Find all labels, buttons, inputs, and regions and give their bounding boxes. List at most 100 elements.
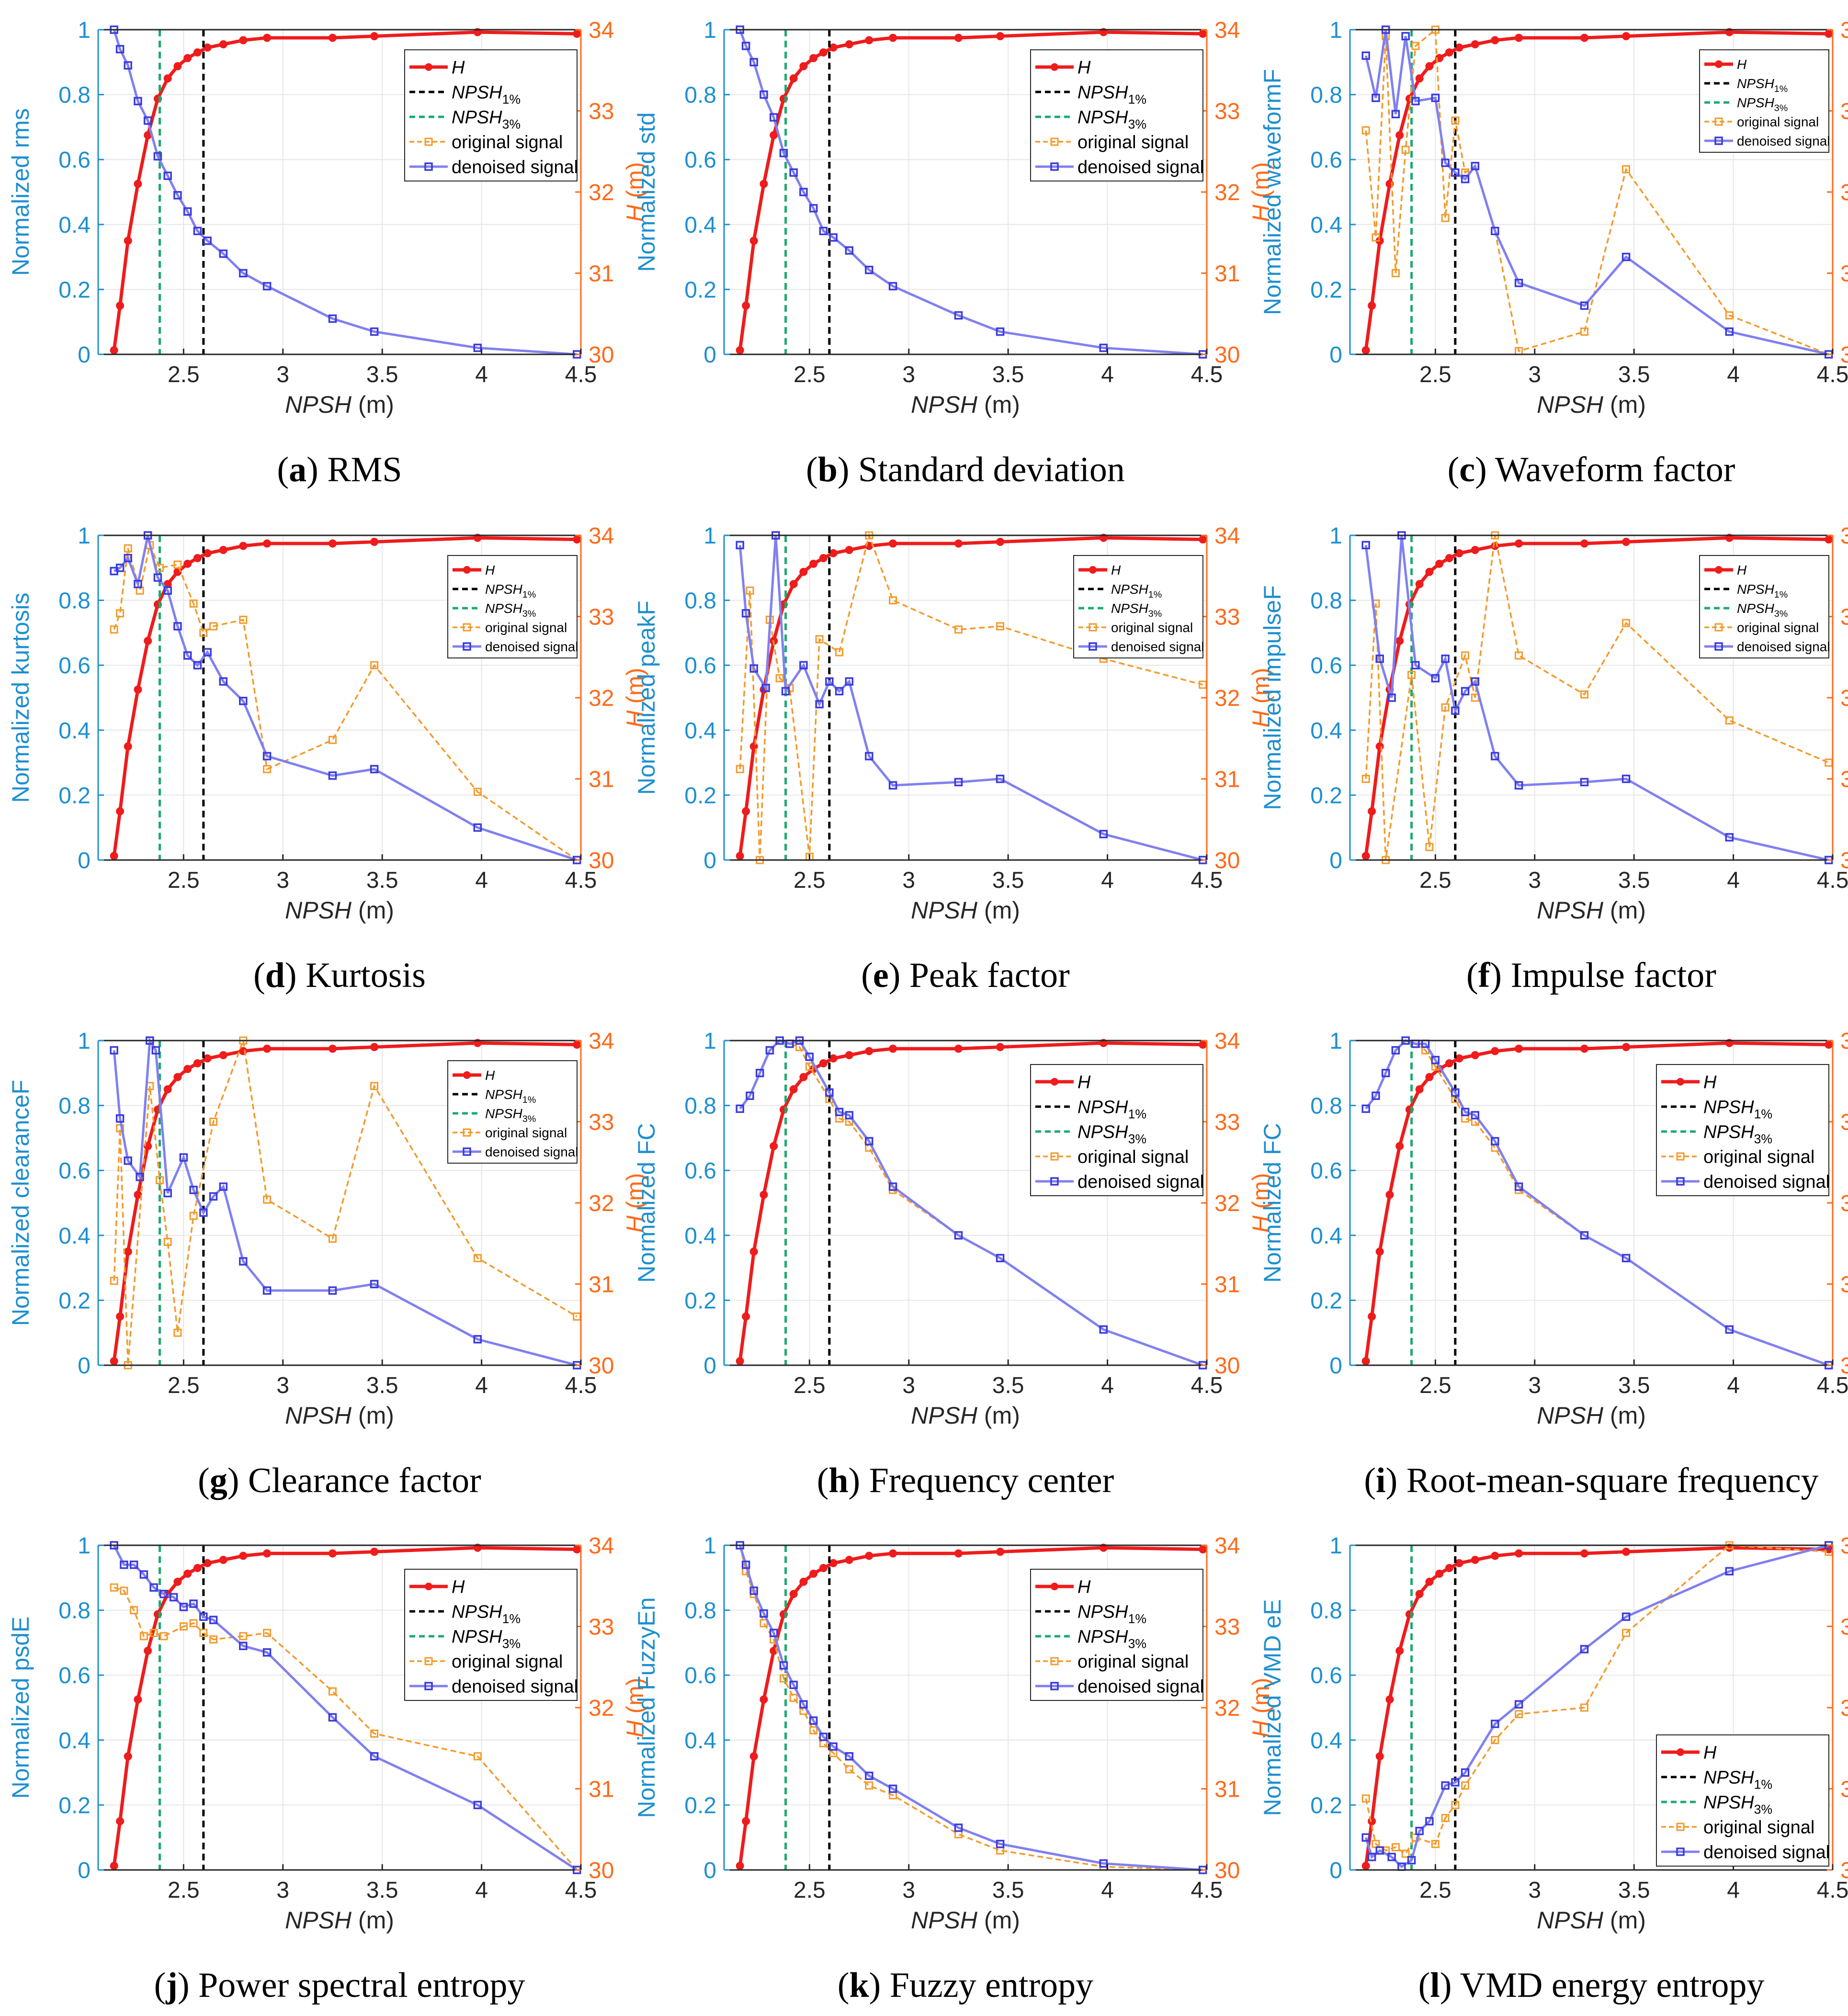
original-point [239,615,248,624]
H-point [116,301,125,310]
x-tick-label: 3.5 [366,1373,398,1398]
legend-box [1656,1064,1829,1196]
x-tick-label: 3 [1528,868,1541,893]
legend-label-npsh1: NPSH1% [1077,1097,1146,1121]
denoised-point [1725,1567,1734,1575]
denoised-point [1491,1137,1499,1145]
right-tick-label: 32 [1840,1191,1848,1216]
denoised-point [799,1700,808,1709]
H-point [819,48,828,57]
legend-label-npsh1: NPSH1% [485,1087,536,1105]
legend-denoised-marker [1050,1682,1059,1690]
H-point [770,131,778,139]
original-point [1580,690,1588,699]
legend-label-denoised: denoised signal [485,639,578,654]
right-tick-label: 34 [1214,1533,1240,1559]
x-tick-label: 2.5 [794,1373,826,1398]
original-point [149,1629,158,1637]
H-point [1375,1247,1384,1256]
H-point [1471,546,1479,555]
H-point [1361,346,1370,355]
H-point [219,1051,227,1060]
left-tick-label: 0 [703,1353,716,1379]
denoised-point [239,1257,248,1266]
right-tick-label: 30 [1214,1858,1240,1883]
legend-npsh-sub: 3% [1128,1132,1146,1146]
left-tick-label: 0.6 [684,147,716,173]
denoised-series-line [738,29,1203,356]
legend-label-npsh3: NPSH3% [1737,95,1788,113]
left-axis-label: Normalized rms [7,108,34,276]
denoised-point [124,61,132,70]
caption-open-paren: ( [198,1461,210,1500]
x-tick-label: 3 [902,1878,915,1903]
denoised-point [1401,32,1410,41]
legend-label-H: H [1703,1743,1717,1763]
legend-npsh-sub: 1% [1774,589,1788,600]
x-axis-label-unit: (m) [351,897,394,924]
H-point [1415,1085,1424,1094]
legend-H-marker [1051,63,1058,71]
x-tick-label: 3.5 [992,1373,1024,1398]
x-axis-label-main: NPSH [1537,1907,1604,1934]
denoised-point [746,1091,754,1100]
legend-npsh-sub: 3% [502,117,521,132]
H-point [239,36,248,45]
denoised-point [809,1716,818,1725]
right-tick-label: 34 [589,18,614,43]
caption-close-paren: ) [306,450,327,489]
original-point [328,736,337,744]
caption-title: Kurtosis [306,956,426,995]
caption-open-paren: ( [838,1966,850,2005]
x-tick-label: 3.5 [366,362,398,387]
right-tick-label: 34 [1840,18,1848,43]
H-point [1415,580,1424,589]
legend-H-marker [1677,1078,1684,1086]
panel-caption: (b) Standard deviation [806,450,1125,489]
left-tick-label: 0.8 [684,83,716,108]
H-point [370,1548,379,1556]
legend-npsh-main: NPSH [1077,1627,1128,1647]
denoised-point [115,564,125,572]
denoised-point [1580,778,1589,787]
x-tick-label: 3.5 [1618,868,1650,893]
H-point [889,539,897,548]
denoised-point [134,97,142,105]
denoised-point [954,1823,963,1832]
legend-original-marker [1050,1152,1059,1161]
legend-label-original: original signal [452,1652,563,1672]
legend-denoised-marker [1714,642,1723,651]
denoised-point [473,1335,482,1344]
legend-H-marker [463,1071,471,1079]
original-point [760,1619,768,1628]
chart-panel-f: 0 0.2 0.4 0.6 0.8 1 30 31 32 33 34 2.5 3 3.5 4 4.5 NPSH … [1259,523,1848,995]
denoised-series-line [1364,29,1829,356]
denoised-point [1621,252,1631,261]
legend-label-npsh1: NPSH1% [452,82,521,106]
denoised-point [115,1114,125,1123]
right-tick-label: 31 [589,1777,614,1802]
denoised-point [1471,1111,1480,1120]
legend-npsh-sub: 1% [1148,589,1162,600]
denoised-point [328,1286,337,1295]
denoised-point [136,1173,144,1181]
denoised-point [954,1231,963,1240]
H-point [328,1044,337,1053]
denoised-point [815,700,824,709]
legend-H-marker [1089,566,1097,574]
caption-close-paren: ) [285,956,306,995]
denoised-point [120,1560,128,1569]
original-point [1461,651,1470,660]
original-point [1425,843,1434,851]
denoised-point [835,687,844,696]
x-tick-label: 4.5 [565,362,597,387]
H-point [954,34,963,42]
H-point [173,1073,182,1081]
right-tick-label: 31 [1214,1777,1240,1802]
H-point [1435,559,1444,568]
x-tick-label: 3.5 [366,1878,398,1903]
H-point [203,1054,212,1063]
denoised-point [153,573,162,582]
